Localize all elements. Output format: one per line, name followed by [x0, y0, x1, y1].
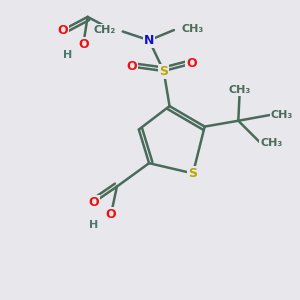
Text: O: O [126, 60, 137, 73]
Text: N: N [144, 34, 154, 47]
Text: O: O [57, 23, 68, 37]
Text: O: O [186, 57, 197, 70]
Text: O: O [88, 196, 99, 209]
Text: CH₃: CH₃ [271, 110, 293, 120]
Text: S: S [188, 167, 197, 180]
Text: S: S [159, 64, 168, 77]
Text: O: O [78, 38, 88, 51]
Text: CH₃: CH₃ [229, 85, 251, 95]
Text: CH₃: CH₃ [181, 24, 203, 34]
Text: O: O [106, 208, 116, 221]
Text: CH₃: CH₃ [260, 138, 283, 148]
Text: H: H [62, 50, 72, 60]
Text: H: H [89, 220, 98, 230]
Text: CH₂: CH₂ [93, 25, 116, 35]
